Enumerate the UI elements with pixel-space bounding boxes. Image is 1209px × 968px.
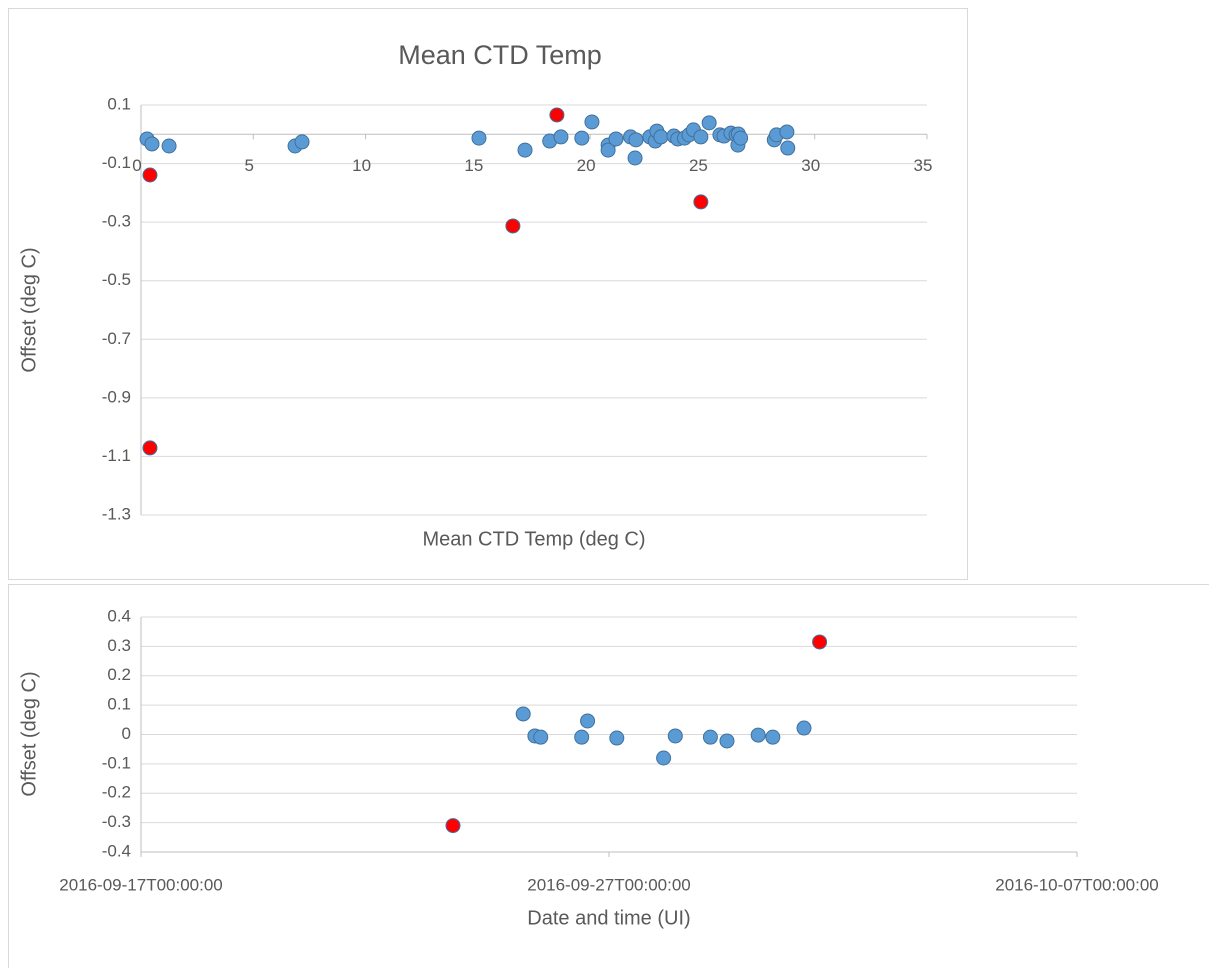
point xyxy=(574,130,590,146)
point xyxy=(779,124,795,140)
point xyxy=(750,727,766,743)
y-tick-label: 0.3 xyxy=(107,636,131,655)
y-tick-label: -0.2 xyxy=(102,783,131,802)
point xyxy=(142,167,158,183)
point xyxy=(812,634,828,650)
point xyxy=(719,733,735,749)
point xyxy=(549,107,565,123)
y-tick-label: 0 xyxy=(122,724,131,743)
point xyxy=(584,114,600,130)
point xyxy=(142,440,158,456)
point xyxy=(505,218,521,234)
chart-frame xyxy=(8,584,1209,968)
x-tick-label: 5 xyxy=(245,156,254,175)
y-tick-label: -0.9 xyxy=(102,387,131,406)
point xyxy=(693,194,709,210)
y-axis-label: Offset (deg C) xyxy=(18,671,40,796)
y-tick-label: 0.4 xyxy=(107,606,131,625)
point xyxy=(733,130,749,146)
chart-title: Mean CTD Temp xyxy=(398,40,602,70)
point xyxy=(445,818,461,834)
y-tick-label: -0.4 xyxy=(102,841,131,860)
y-tick-label: -0.3 xyxy=(102,212,131,231)
x-tick-label: 30 xyxy=(801,156,820,175)
point xyxy=(600,142,616,158)
point xyxy=(608,131,624,147)
point xyxy=(693,129,709,145)
y-tick-label: -1.3 xyxy=(102,504,131,523)
point xyxy=(553,129,569,145)
x-tick-label: 35 xyxy=(914,156,933,175)
x-tick-label: 2016-10-07T00:00:00 xyxy=(995,875,1159,894)
y-tick-label: 0.1 xyxy=(107,695,131,714)
point xyxy=(765,729,781,745)
y-tick-label: -1.1 xyxy=(102,446,131,465)
x-axis-label: Mean CTD Temp (deg C) xyxy=(422,528,645,550)
chart-frame xyxy=(8,8,968,580)
x-tick-label: 25 xyxy=(689,156,708,175)
y-tick-label: -0.7 xyxy=(102,329,131,348)
point xyxy=(702,729,718,745)
x-tick-label: 2016-09-17T00:00:00 xyxy=(59,875,223,894)
point xyxy=(161,138,177,154)
point xyxy=(574,729,590,745)
point xyxy=(471,130,487,146)
point xyxy=(515,706,531,722)
point xyxy=(656,750,672,766)
x-tick-label: 15 xyxy=(464,156,483,175)
x-tick-label: 0 xyxy=(132,156,141,175)
x-tick-label: 2016-09-27T00:00:00 xyxy=(527,875,691,894)
y-tick-label: 0.1 xyxy=(107,94,131,113)
y-tick-label: -0.5 xyxy=(102,270,131,289)
point xyxy=(533,729,549,745)
point xyxy=(701,115,717,131)
point xyxy=(780,140,796,156)
point xyxy=(609,730,625,746)
point xyxy=(294,134,310,150)
point xyxy=(796,720,812,736)
point xyxy=(517,142,533,158)
x-tick-label: 20 xyxy=(577,156,596,175)
y-tick-label: -0.1 xyxy=(102,753,131,772)
point xyxy=(667,728,683,744)
y-tick-label: -0.1 xyxy=(102,153,131,172)
y-axis-label: Offset (deg C) xyxy=(18,247,40,372)
y-tick-label: 0.2 xyxy=(107,665,131,684)
point xyxy=(144,136,160,152)
point xyxy=(580,713,596,729)
x-axis-label: Date and time (UI) xyxy=(527,907,690,929)
point xyxy=(628,132,644,148)
x-tick-label: 10 xyxy=(352,156,371,175)
y-tick-label: -0.3 xyxy=(102,812,131,831)
point xyxy=(653,129,669,145)
point xyxy=(627,150,643,166)
